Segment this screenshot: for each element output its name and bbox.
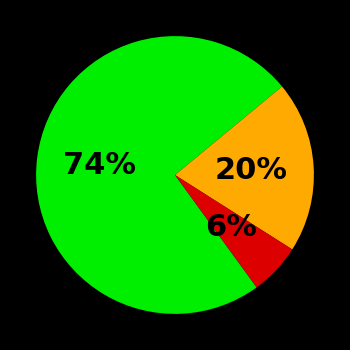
Wedge shape bbox=[175, 175, 292, 287]
Text: 6%: 6% bbox=[205, 213, 257, 242]
Text: 74%: 74% bbox=[63, 151, 136, 180]
Wedge shape bbox=[175, 86, 314, 250]
Wedge shape bbox=[36, 36, 282, 314]
Text: 20%: 20% bbox=[215, 156, 288, 185]
